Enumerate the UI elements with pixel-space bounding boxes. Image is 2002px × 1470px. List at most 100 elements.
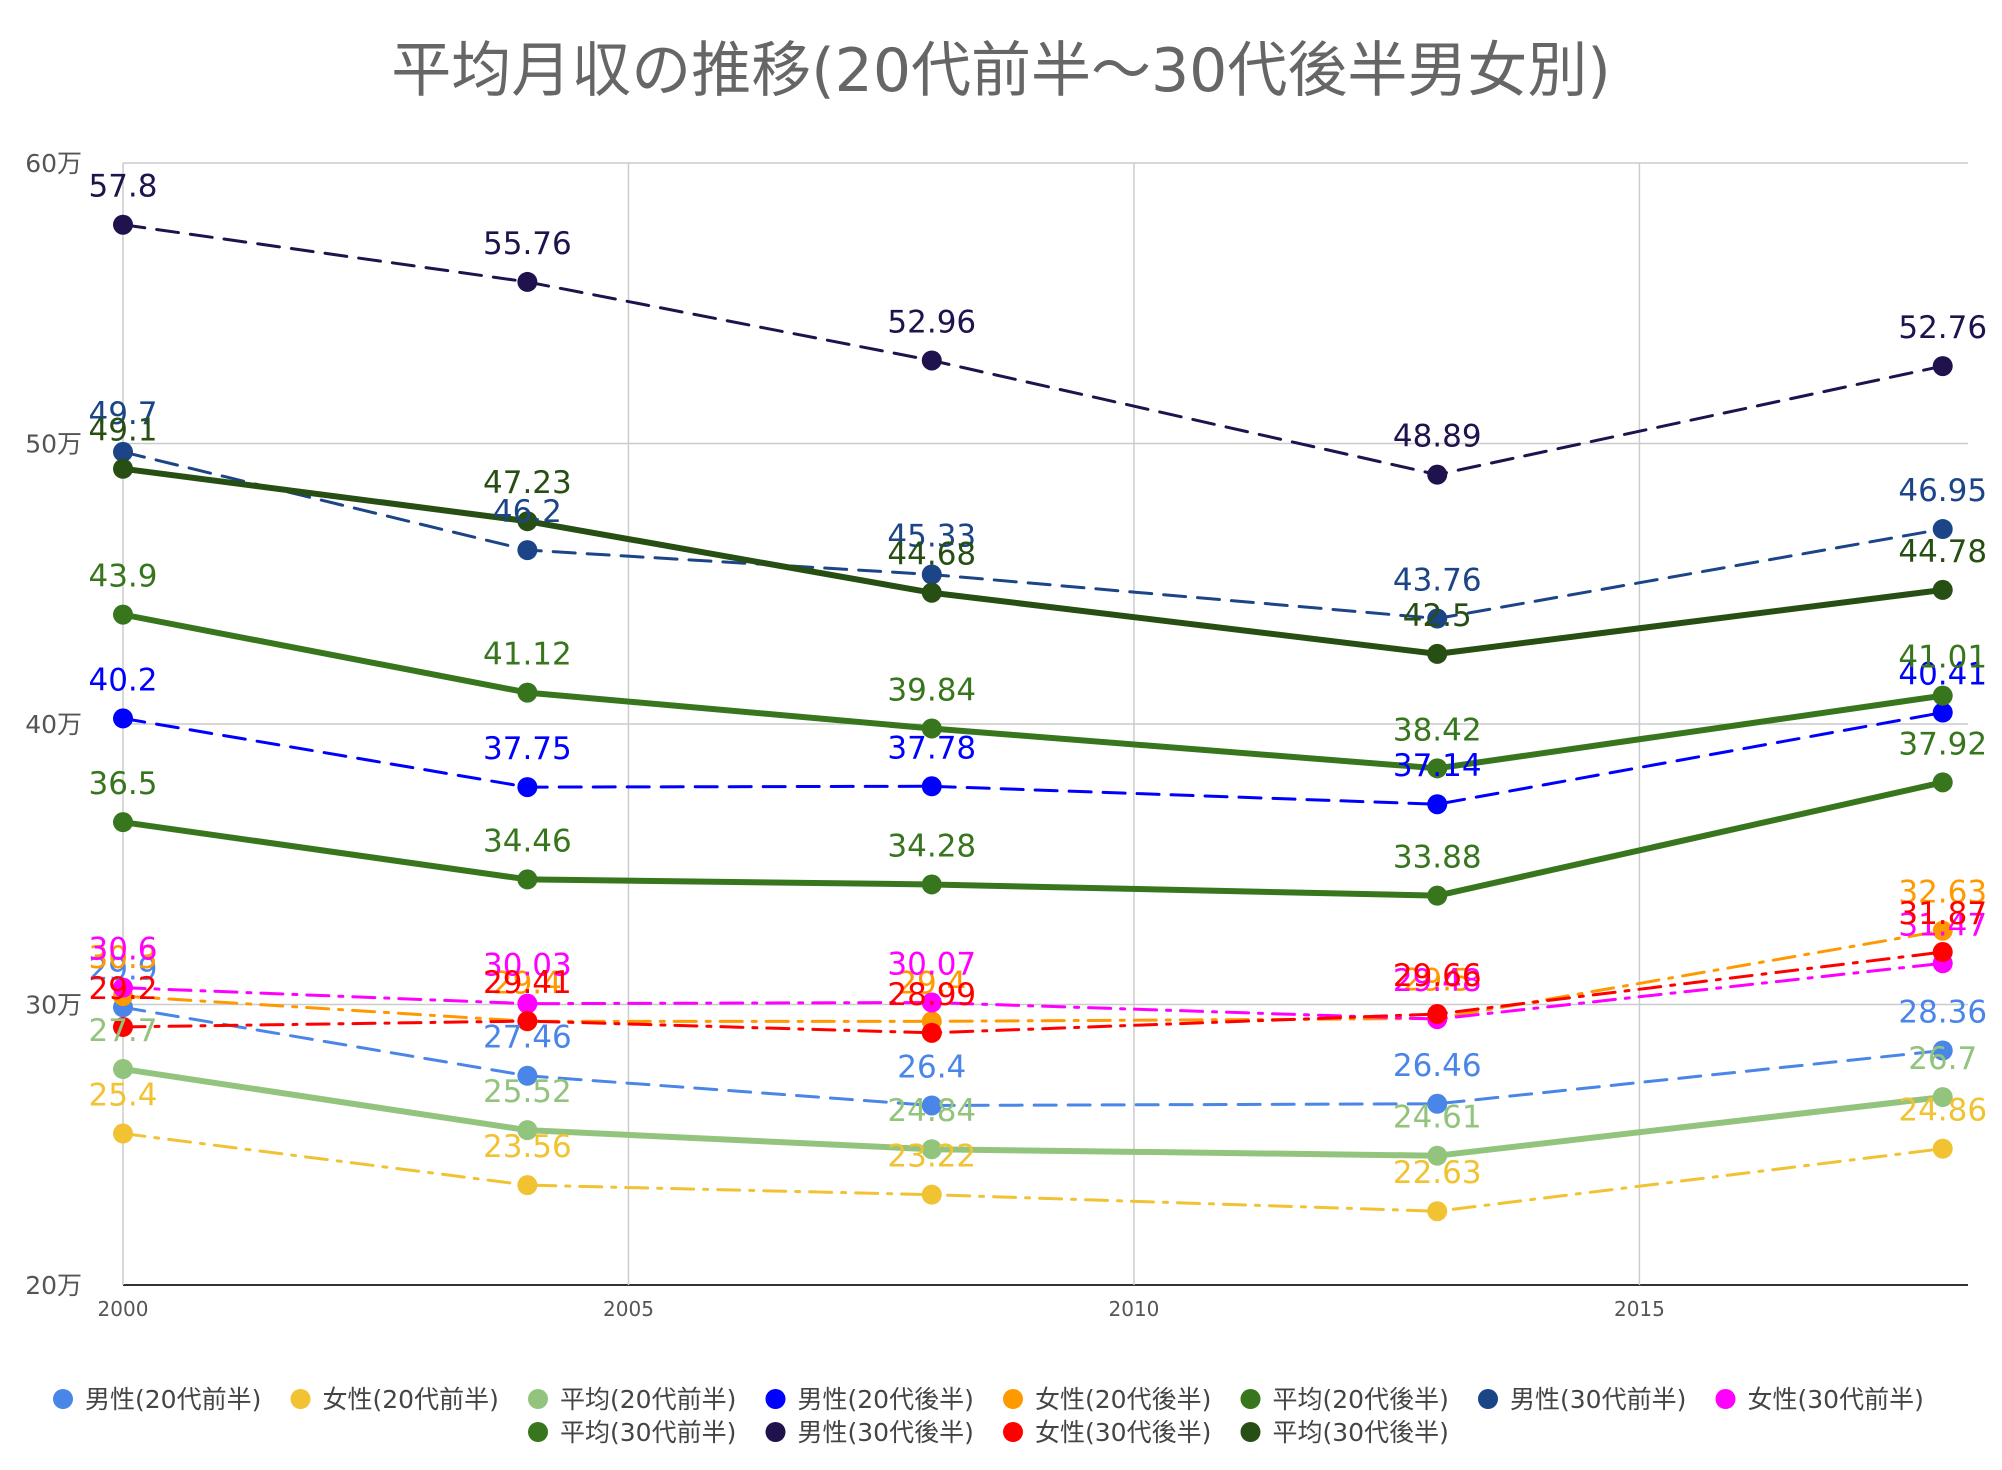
data-label: 29.48: [1393, 963, 1482, 999]
y-tick-label: 20万: [25, 1271, 82, 1300]
data-point: [1932, 920, 1953, 941]
series-line: [120, 611, 1946, 772]
data-point: [517, 271, 538, 292]
legend-marker: [1003, 1422, 1023, 1442]
data-label: 24.61: [1393, 1100, 1482, 1136]
data-point: [1932, 356, 1953, 377]
x-tick-label: 2000: [98, 1297, 149, 1321]
data-point: [1932, 942, 1953, 963]
data-point: [517, 777, 538, 798]
data-label: 31.47: [1898, 907, 1987, 943]
data-label: 37.75: [483, 731, 572, 767]
series-line: [121, 710, 1945, 806]
data-label: 52.76: [1898, 310, 1987, 346]
data-point: [517, 1120, 538, 1141]
y-tick-label: 60万: [25, 149, 82, 178]
data-point: [921, 992, 942, 1013]
data-point: [921, 874, 942, 895]
data-point: [921, 350, 942, 371]
data-point: [113, 812, 133, 833]
data-label: 46.95: [1898, 473, 1987, 509]
data-label: 28.99: [887, 977, 976, 1013]
data-label: 25.4: [88, 1078, 157, 1114]
data-point: [113, 1016, 133, 1037]
data-point: [517, 511, 538, 532]
legend-marker: [528, 1422, 548, 1442]
data-label: 34.28: [887, 828, 976, 864]
data-label: 41.12: [483, 637, 572, 673]
data-label: 55.76: [483, 226, 572, 262]
data-label: 37.78: [887, 730, 976, 766]
data-label: 23.56: [483, 1129, 572, 1165]
data-point: [1427, 643, 1448, 664]
data-point: [1932, 772, 1953, 793]
data-label: 26.7: [1908, 1041, 1977, 1077]
data-label: 30.3: [88, 940, 157, 976]
data-label: 29.9: [88, 951, 157, 987]
data-point: [1427, 1093, 1448, 1114]
data-label: 32.63: [1898, 875, 1987, 911]
legend-marker: [290, 1389, 311, 1409]
data-point: [921, 718, 942, 739]
data-label: 41.01: [1898, 640, 1987, 676]
series-line: [121, 1132, 1945, 1213]
data-point: [921, 1139, 942, 1160]
data-label: 22.63: [1393, 1155, 1482, 1191]
data-label: 29.4: [493, 965, 562, 1001]
data-label: 34.46: [483, 823, 572, 859]
legend-label: 男性(20代後半): [798, 1385, 974, 1414]
series-line: [121, 450, 1945, 621]
data-point: [517, 1011, 538, 1032]
data-label: 24.84: [887, 1093, 976, 1129]
data-point: [921, 582, 942, 603]
data-label: 24.86: [1898, 1093, 1987, 1129]
data-label: 46.2: [493, 494, 562, 530]
legend-marker: [765, 1422, 786, 1442]
series-line: [121, 929, 1945, 1023]
data-label: 52.96: [887, 304, 976, 340]
y-tick-label: 30万: [25, 991, 82, 1020]
data-label: 36.5: [88, 766, 157, 802]
data-label: 28.36: [1898, 995, 1987, 1031]
data-label: 37.14: [1393, 748, 1482, 784]
data-point: [517, 993, 538, 1014]
data-point: [1427, 1145, 1448, 1166]
data-point: [113, 977, 133, 998]
data-label: 45.33: [887, 518, 976, 554]
data-point: [1932, 1087, 1953, 1108]
data-point: [113, 604, 133, 625]
data-point: [517, 540, 538, 561]
data-label: 43.9: [88, 559, 157, 595]
legend-label: 男性(30代後半): [798, 1418, 974, 1447]
data-label: 29.66: [1393, 958, 1482, 994]
data-point: [1427, 885, 1448, 906]
series-line: [121, 950, 1945, 1035]
data-point: [517, 869, 538, 890]
series-line: [121, 223, 1945, 477]
legend-label: 男性(20代前半): [85, 1385, 261, 1414]
data-label: 29.2: [88, 971, 157, 1007]
data-label: 27.46: [483, 1020, 572, 1056]
series-line: [120, 1066, 1946, 1159]
data-point: [113, 458, 133, 479]
data-point: [921, 1022, 942, 1043]
data-label: 49.1: [88, 413, 157, 449]
data-label: 44.78: [1898, 534, 1987, 570]
data-point: [113, 441, 133, 462]
data-point: [921, 1095, 942, 1116]
series-line: [120, 465, 1946, 657]
data-label: 31.87: [1898, 896, 1987, 932]
data-point: [921, 564, 942, 585]
legend-label: 女性(30代前半): [1748, 1385, 1924, 1414]
y-tick-label: 50万: [25, 430, 82, 459]
data-label: 44.68: [887, 537, 976, 573]
data-point: [113, 1059, 133, 1080]
chart-title: 平均月収の推移(20代前半～30代後半男女別): [391, 36, 1611, 106]
legend-label: 平均(20代前半): [560, 1385, 736, 1414]
legend-label: 女性(20代後半): [1035, 1385, 1211, 1414]
data-label: 38.42: [1393, 712, 1482, 748]
data-label: 40.41: [1898, 656, 1987, 692]
data-point: [113, 1123, 133, 1144]
legend-marker: [1003, 1389, 1023, 1409]
data-point: [1932, 519, 1953, 540]
